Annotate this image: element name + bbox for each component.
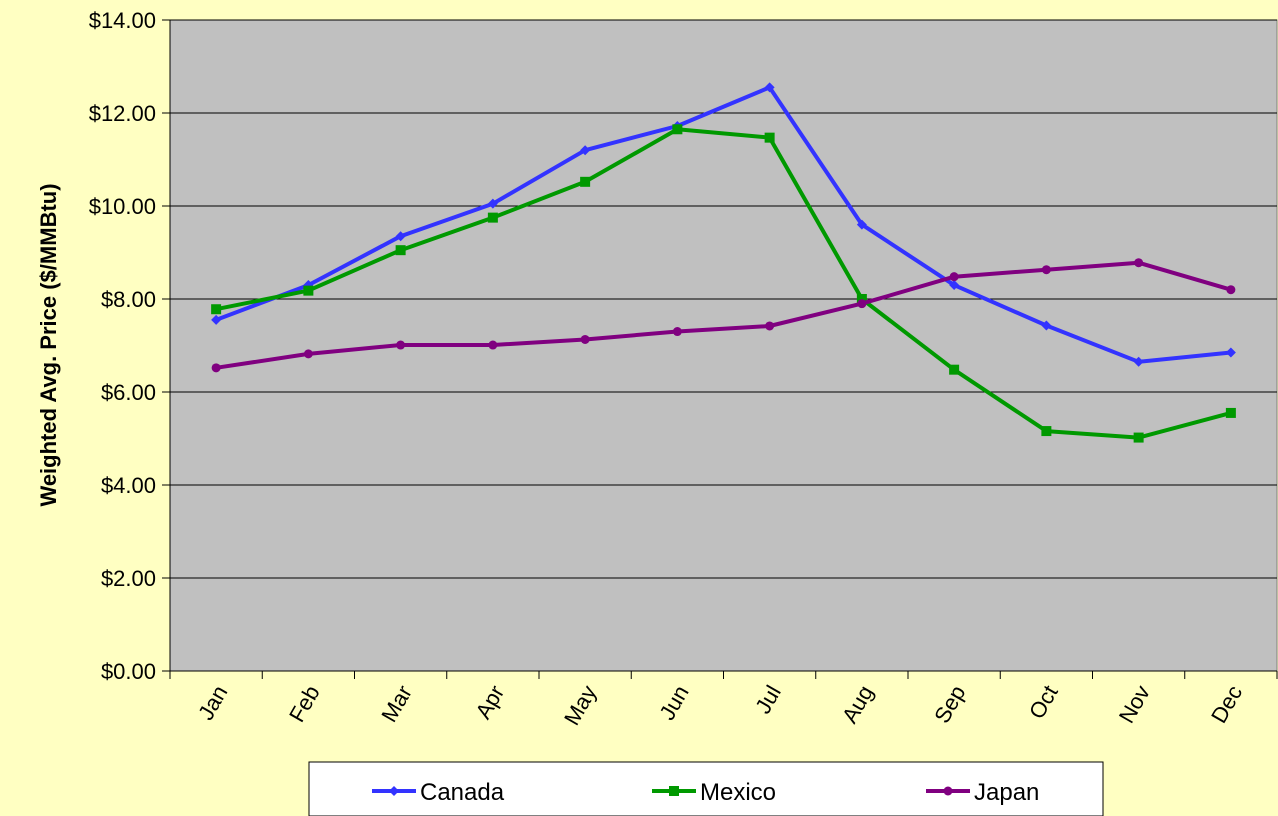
x-tick-label: May [559, 681, 601, 729]
x-tick-label: Jan [193, 681, 232, 724]
x-tick-label: Sep [929, 681, 970, 727]
data-point-canada [1225, 347, 1236, 358]
data-point-japan [765, 321, 775, 331]
data-point-mexico [580, 176, 591, 187]
data-point-canada [856, 219, 867, 230]
data-point-japan [396, 340, 406, 350]
data-point-japan [211, 363, 221, 373]
gridlines [170, 19, 1277, 579]
legend-label-japan: Japan [974, 779, 1039, 806]
x-tick-label: Jun [654, 681, 693, 724]
x-tick-label: Aug [837, 681, 878, 727]
series-line-japan [215, 260, 1232, 370]
data-point-canada [211, 314, 222, 325]
x-tick-label: Oct [1024, 681, 1063, 723]
data-point-mexico [949, 364, 960, 375]
x-tick-label: Feb [284, 681, 325, 726]
y-tick-label: $14.00 [89, 8, 156, 33]
legend: Canada Mexico Japan [308, 761, 1104, 816]
data-point-canada [580, 145, 591, 156]
data-point-canada [764, 82, 775, 93]
y-tick-label: $2.00 [101, 566, 156, 591]
y-tick-label: $12.00 [89, 101, 156, 126]
x-tick-label: Nov [1114, 681, 1155, 727]
data-point-japan [488, 340, 498, 350]
legend-item-japan: Japan [926, 779, 1039, 806]
series-mexico [211, 124, 1236, 443]
axes [162, 19, 1278, 679]
legend-box [308, 761, 1104, 816]
x-tick-label: Apr [470, 681, 509, 723]
data-point-mexico [672, 124, 683, 135]
x-tick-label: Jul [750, 681, 786, 718]
data-point-mexico [1133, 432, 1144, 443]
series-line-mexico [215, 127, 1232, 440]
data-point-mexico [856, 294, 867, 304]
series-japan [211, 258, 1236, 373]
data-point-japan [949, 272, 959, 282]
series-canada [211, 82, 1236, 367]
x-tick-label: Dec [1206, 681, 1247, 727]
plot-area [169, 19, 1278, 672]
legend-marker-canada [389, 786, 399, 796]
y-tick-label: $8.00 [101, 287, 156, 312]
data-point-canada [395, 231, 406, 242]
y-tick-label: $0.00 [101, 659, 156, 684]
data-point-mexico [211, 304, 222, 315]
data-point-japan [1041, 265, 1051, 275]
y-tick-labels: $0.00 $2.00 $4.00 $6.00 $8.00 $10.00 $12.00 $14… [89, 8, 156, 684]
series-lines [211, 82, 1236, 443]
legend-label-mexico: Mexico [700, 779, 776, 806]
y-tick-label: $10.00 [89, 194, 156, 219]
data-point-mexico [303, 285, 314, 296]
data-point-mexico [487, 212, 498, 223]
data-point-japan [672, 327, 682, 337]
data-point-mexico [1225, 407, 1236, 418]
data-point-mexico [764, 132, 775, 143]
data-point-canada [949, 280, 960, 291]
data-point-mexico [1041, 426, 1052, 437]
data-point-japan [857, 299, 867, 309]
data-point-canada [487, 198, 498, 209]
legend-label-canada: Canada [420, 779, 505, 806]
data-point-canada [1041, 320, 1052, 331]
data-point-japan [1226, 285, 1236, 295]
legend-marker-japan [943, 786, 953, 796]
y-axis-title: Weighted Avg. Price ($/MMBtu) [36, 183, 61, 506]
series-line-canada [215, 85, 1232, 364]
data-point-mexico [395, 245, 406, 256]
y-tick-label: $6.00 [101, 380, 156, 405]
data-point-japan [303, 349, 313, 359]
y-tick-label: $4.00 [101, 473, 156, 498]
legend-item-canada: Canada [372, 779, 505, 806]
data-point-japan [580, 334, 590, 344]
x-tick-label: Mar [376, 681, 417, 726]
legend-marker-mexico [669, 786, 679, 796]
x-tick-labels: Jan Feb Mar Apr May Jun Jul Aug Sep Oct Nov Dec [193, 681, 1247, 729]
data-point-japan [1134, 258, 1144, 268]
data-point-canada [1133, 356, 1144, 367]
legend-items: Canada Mexico Japan [372, 779, 1039, 806]
legend-item-mexico: Mexico [652, 779, 776, 806]
